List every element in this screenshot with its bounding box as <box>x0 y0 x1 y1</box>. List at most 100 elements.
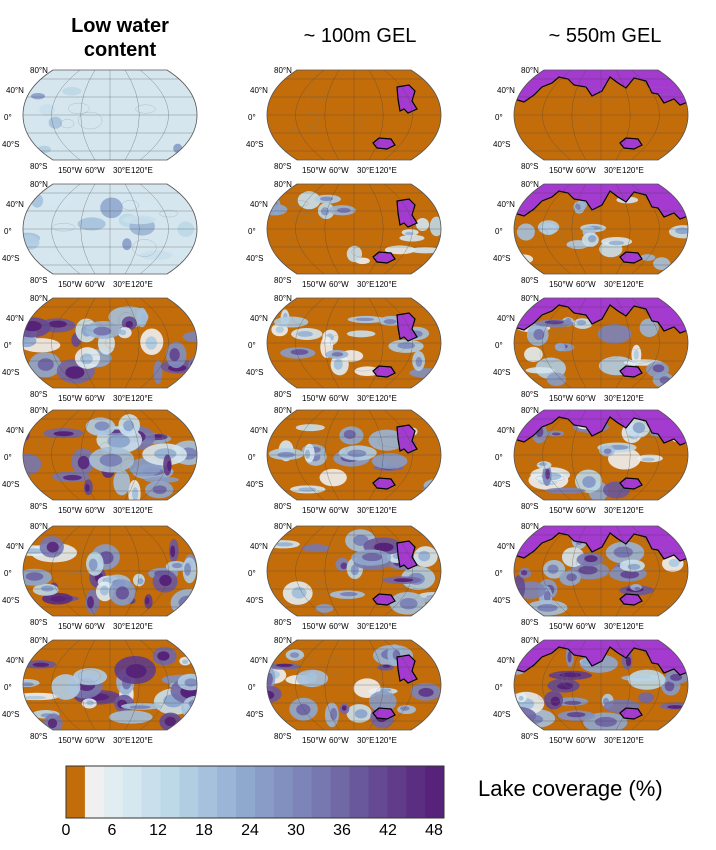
lake-blob-core <box>53 431 74 437</box>
colorbar: 0 6 12 18 24 30 36 42 48 <box>62 765 445 844</box>
colorbar-frame <box>65 765 445 819</box>
lat-label: 40°N <box>250 426 268 435</box>
meridian-line <box>139 410 169 500</box>
topo-contour <box>351 245 384 258</box>
lat-label: 80°N <box>521 180 539 189</box>
lake-blob-core <box>431 597 441 601</box>
lake-blob-core <box>567 651 572 663</box>
lon-label: 150°W <box>549 280 574 289</box>
lat-label: 40°N <box>497 200 515 209</box>
lon-label: 150°W <box>58 166 83 175</box>
lake-blob-core <box>418 550 431 562</box>
lon-label: 60°W <box>576 736 596 745</box>
lat-label: 0° <box>248 113 256 122</box>
lat-label: 80°S <box>274 732 292 741</box>
lake-blob-core <box>393 578 414 583</box>
topo-contour <box>533 228 548 238</box>
lat-label: 0° <box>248 453 256 462</box>
colorbar-tick: 48 <box>425 822 443 839</box>
lake-blob <box>315 603 334 613</box>
lake-blob-core <box>169 348 180 362</box>
lat-label: 40°N <box>250 200 268 209</box>
topo-contour <box>291 214 323 223</box>
lon-label: 120°E <box>375 280 397 289</box>
topo-contour <box>60 119 75 129</box>
lake-blob-core <box>23 321 42 332</box>
lake-blob-core <box>275 542 294 547</box>
topo-contour <box>292 313 308 324</box>
lat-label: 40°S <box>246 368 264 377</box>
lake-blob-core <box>333 358 343 370</box>
meridian-line <box>51 70 81 160</box>
topo-contour <box>642 568 660 583</box>
lat-label: 80°N <box>521 406 539 415</box>
ocean-polygon <box>396 198 418 228</box>
lat-label: 80°N <box>521 522 539 531</box>
lon-label: 60°W <box>85 166 105 175</box>
lake-blob <box>410 247 441 254</box>
lake-blob-core <box>667 705 684 709</box>
map-outline <box>22 525 198 617</box>
lat-label: 0° <box>4 341 12 350</box>
topo-contour <box>546 321 570 333</box>
robinson-map <box>22 525 198 617</box>
meridian-line <box>383 526 413 616</box>
lake-blob-core <box>578 565 598 575</box>
topo-contour <box>321 658 348 675</box>
lake-blob <box>113 469 131 496</box>
map-outline <box>266 297 442 389</box>
meridian-line <box>295 526 325 616</box>
topo-contour <box>132 239 157 257</box>
lake-blob-core <box>88 558 98 571</box>
map-panel-r2c1: 80°N 40°N 0° 40°S 80°S 150°W 60°W 30°E 120°E <box>2 180 206 292</box>
topo-contour <box>539 345 559 364</box>
map-outline <box>22 639 198 731</box>
lake-blob-core <box>331 352 344 357</box>
lake-blob-core <box>184 562 191 576</box>
topo-contour <box>68 102 90 114</box>
lon-label: 150°W <box>302 622 327 631</box>
lat-label: 40°S <box>246 140 264 149</box>
map-panel-r6c3: 80°N 40°N 0° 40°S 80°S 150°W 60°W 30°E 120°E <box>493 636 697 748</box>
lake-blob-core <box>399 598 418 610</box>
lake-blob-core <box>355 317 374 322</box>
lake-blob <box>122 215 157 225</box>
lake-blob <box>525 367 555 374</box>
lake-blob-core <box>429 487 441 492</box>
lake-blob-core <box>188 699 197 709</box>
lat-label: 0° <box>495 341 503 350</box>
lake-blob-core <box>164 716 176 727</box>
lake-blob-core <box>85 483 90 492</box>
lake-blob-core <box>518 695 524 701</box>
lake-blob-core <box>171 562 183 569</box>
robinson-map <box>266 639 442 731</box>
lake-blob-core <box>137 578 144 585</box>
lake-blob <box>23 453 42 475</box>
colorbar-segment <box>103 766 124 818</box>
lake-blob <box>116 189 143 209</box>
lake-blob <box>429 216 441 237</box>
topo-contour <box>535 475 566 482</box>
map-panel-r2c2: 80°N 40°N 0° 40°S 80°S 150°W 60°W 30°E 120°E <box>246 180 450 292</box>
lake-blob-core <box>566 712 586 718</box>
lake-blob <box>371 453 408 469</box>
colorbar-segment <box>406 766 426 818</box>
robinson-map <box>513 297 689 389</box>
map-outline <box>22 183 198 275</box>
lon-label: 150°W <box>58 394 83 403</box>
topo-contour <box>48 697 65 714</box>
lon-label: 30°E <box>357 506 375 515</box>
meridian-line <box>368 184 384 274</box>
map-outline <box>22 297 198 389</box>
lon-label: 150°W <box>58 622 83 631</box>
lon-label: 60°W <box>329 736 349 745</box>
topo-contour <box>140 574 157 583</box>
topo-contour <box>306 581 335 593</box>
lake-blob <box>306 672 318 683</box>
lat-label: 40°S <box>493 480 511 489</box>
lat-label: 0° <box>248 683 256 692</box>
lake-blob-core <box>184 678 197 687</box>
lon-label: 150°W <box>549 736 574 745</box>
colorbar-segment <box>368 766 388 818</box>
lat-label: 40°S <box>493 140 511 149</box>
